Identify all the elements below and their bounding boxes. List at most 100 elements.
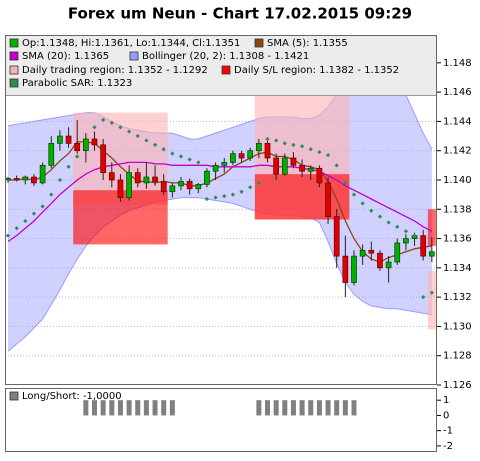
candle-body — [160, 181, 167, 193]
sar-dot — [386, 220, 391, 225]
sar-dot — [377, 214, 383, 219]
candle-body — [48, 143, 55, 166]
bar — [290, 400, 296, 416]
bar — [109, 400, 115, 416]
sar-dot — [23, 218, 28, 224]
candle-body — [108, 172, 115, 181]
sar-dot — [222, 193, 227, 199]
candle-body — [204, 170, 210, 185]
sar-dot — [429, 290, 434, 295]
bar — [273, 400, 279, 416]
candle-body — [385, 261, 392, 269]
candle-body — [316, 167, 323, 184]
candle-body — [290, 157, 297, 166]
sma-line — [7, 161, 433, 243]
legend-swatch — [221, 65, 231, 75]
y-tick-label: 1.144 — [443, 116, 472, 127]
sar-dot — [170, 151, 175, 156]
sar-dot — [40, 204, 45, 209]
y-tick-label: 1 — [443, 395, 449, 406]
bar — [135, 400, 141, 416]
legend-swatch — [9, 51, 19, 61]
candle-body — [212, 164, 219, 172]
legend-label: Op:1.1348, Hi:1.1361, Lo:1.1344, Cl:1.13… — [22, 38, 240, 49]
sar-dot — [317, 150, 322, 155]
candle-body — [368, 249, 375, 254]
candle-body — [273, 157, 279, 175]
candle-body — [429, 251, 435, 257]
candle-body — [143, 176, 150, 184]
sar-dot — [204, 196, 210, 202]
bar — [351, 400, 357, 416]
candle-body — [299, 164, 305, 172]
sar-dot — [14, 226, 19, 231]
legend-label: SMA (5): 1.1355 — [267, 38, 348, 49]
y-tick-label: 1.126 — [443, 380, 472, 391]
y-tick-label: 1.128 — [443, 351, 472, 362]
bar — [100, 400, 106, 416]
candle-body — [65, 135, 72, 144]
sar-dot — [291, 142, 296, 147]
sar-dot — [282, 141, 287, 146]
y-tick-label: 0 — [443, 410, 449, 421]
bar — [325, 400, 331, 416]
sar-dot — [325, 152, 331, 158]
bar — [117, 400, 123, 416]
sar-dot — [144, 138, 149, 143]
sar-dot — [395, 224, 400, 229]
legend-swatch — [9, 78, 19, 88]
candle-body — [91, 138, 98, 146]
bar — [282, 400, 288, 416]
candle-body — [39, 164, 46, 184]
candle-body — [256, 143, 262, 152]
bar — [143, 400, 149, 416]
candle-body — [325, 182, 331, 217]
sar-dot — [334, 163, 339, 168]
legend-swatch — [9, 391, 19, 401]
y-tick-label: 1.130 — [443, 321, 472, 332]
sar-dot — [31, 211, 37, 216]
candle-body — [333, 216, 340, 257]
candle-body — [5, 178, 11, 181]
sar-dot — [49, 192, 54, 197]
sar-dot — [152, 142, 158, 147]
candle-body — [74, 143, 81, 152]
sar-dot — [187, 157, 192, 162]
sar-dot — [196, 160, 201, 165]
candle-body — [377, 252, 383, 269]
sar-dot — [299, 144, 305, 149]
sar-dot — [213, 195, 218, 200]
candle-body — [247, 150, 254, 159]
sar-dot — [351, 192, 357, 197]
candle-body — [82, 138, 89, 152]
bar — [83, 400, 89, 416]
plot-border — [5, 388, 437, 452]
bar — [92, 400, 97, 416]
candle-body — [195, 184, 202, 190]
candle-body — [221, 162, 228, 166]
candle-body — [178, 181, 184, 187]
candle-body — [238, 153, 245, 159]
y-tick-label: -2 — [443, 441, 453, 452]
bar — [169, 400, 175, 416]
sar-dot — [57, 177, 63, 183]
sar-dot — [135, 133, 140, 139]
legend-swatch — [129, 51, 139, 61]
sar-dot — [161, 147, 166, 152]
candle-body — [342, 255, 349, 283]
legend-label: Daily S/L region: 1.1382 - 1.1352 — [234, 65, 399, 76]
sma-line — [8, 141, 433, 263]
candle-body — [394, 242, 401, 263]
legend-swatch — [9, 65, 19, 75]
bar — [334, 400, 340, 416]
legend-label: SMA (20): 1.1365 — [22, 51, 109, 62]
candle-body — [230, 153, 236, 163]
sar-dot — [308, 147, 313, 152]
y-tick-label: 1.142 — [443, 146, 472, 157]
sar-dot — [265, 136, 270, 142]
sar-dot — [343, 180, 348, 186]
bollinger-lower — [7, 197, 432, 352]
candle-body — [117, 179, 124, 198]
sar-dot — [230, 192, 236, 197]
